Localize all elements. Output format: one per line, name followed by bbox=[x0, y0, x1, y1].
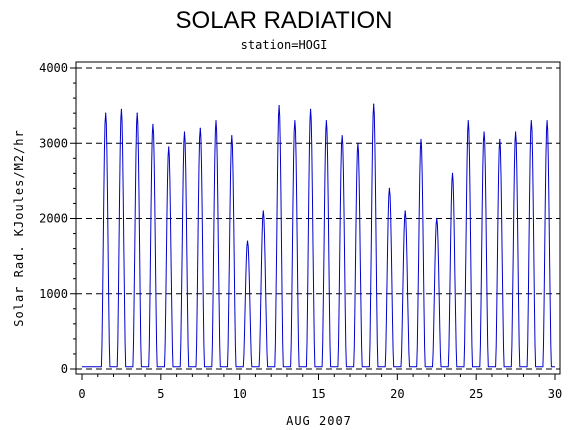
daily-peak-point bbox=[467, 120, 469, 122]
daily-peak-point bbox=[514, 131, 517, 133]
daily-peak-point bbox=[152, 123, 154, 126]
x-tick-label: 15 bbox=[311, 387, 325, 401]
daily-peak-point bbox=[546, 120, 548, 122]
daily-peak-point bbox=[215, 120, 217, 122]
daily-peak-point bbox=[136, 112, 138, 114]
daily-peak-point bbox=[436, 217, 438, 220]
solar-radiation-series-line bbox=[82, 104, 555, 368]
x-tick-label: 30 bbox=[548, 387, 562, 401]
chart-title: SOLAR RADIATION bbox=[176, 7, 393, 34]
x-tick-label: 0 bbox=[78, 387, 85, 401]
daily-peak-point bbox=[483, 131, 485, 133]
daily-peak-point bbox=[499, 138, 501, 141]
data-layer bbox=[82, 103, 555, 368]
x-tick-label: 20 bbox=[390, 387, 404, 401]
daily-peak-point bbox=[404, 210, 406, 212]
daily-peak-point bbox=[105, 112, 107, 114]
daily-peak-point bbox=[357, 142, 359, 144]
x-tick-label: 10 bbox=[232, 387, 246, 401]
gridlines bbox=[76, 67, 560, 370]
daily-peak-point bbox=[420, 138, 422, 141]
y-tick-label: 0 bbox=[61, 362, 68, 376]
daily-peak-point bbox=[310, 108, 312, 110]
y-tick-label: 4000 bbox=[39, 61, 68, 75]
daily-peak-point bbox=[168, 146, 170, 148]
daily-peak-point bbox=[373, 103, 375, 105]
daily-peak-point bbox=[262, 210, 264, 212]
y-tick-label: 1000 bbox=[39, 287, 68, 301]
daily-peak-point bbox=[341, 135, 343, 137]
daily-peak-point bbox=[199, 127, 201, 129]
daily-peak-point bbox=[183, 131, 186, 133]
x-tick-label: 5 bbox=[157, 387, 164, 401]
daily-peak-point bbox=[325, 120, 327, 122]
y-tick-label: 2000 bbox=[39, 212, 68, 226]
x-axis-label: AUG 2007 bbox=[286, 414, 352, 428]
y-tick-label: 3000 bbox=[39, 136, 68, 150]
daily-peak-point bbox=[451, 172, 454, 174]
daily-peak-point bbox=[388, 187, 391, 189]
y-axis: 0 1000 2000 3000 4000 bbox=[39, 61, 77, 376]
x-tick-label: 25 bbox=[469, 387, 483, 401]
daily-peak-point bbox=[530, 120, 532, 122]
x-axis: 0 5 10 15 20 25 30 bbox=[76, 373, 562, 401]
daily-peak-point bbox=[278, 105, 280, 107]
chart-subtitle: station=HOGI bbox=[241, 38, 328, 52]
y-axis-label: Solar Rad. KJoules/M2/hr bbox=[12, 129, 26, 326]
daily-peak-point bbox=[231, 135, 233, 137]
daily-peak-point bbox=[246, 240, 249, 242]
daily-peak-point bbox=[294, 120, 296, 122]
daily-peak-point bbox=[120, 108, 123, 110]
